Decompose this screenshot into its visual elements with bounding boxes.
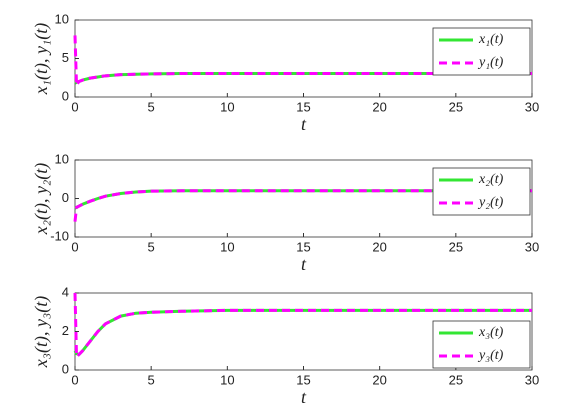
x-axis-label: t: [301, 114, 307, 134]
y-axis-label: x₁(t), y₁(t): [31, 23, 52, 95]
series-line: [73, 35, 532, 91]
x-tick-label: 20: [372, 239, 386, 254]
x-tick-label: 5: [148, 239, 155, 254]
y-tick-label: -10: [50, 228, 69, 243]
x-axis-label: t: [301, 387, 307, 407]
x-tick-label: 30: [525, 99, 539, 114]
legend-box: [432, 167, 531, 216]
x-axis-label: t: [301, 254, 307, 274]
x-tick-label: 15: [296, 239, 310, 254]
x-tick-label: 25: [449, 372, 463, 387]
legend-label: y₂(t): [477, 195, 504, 210]
x-tick-label: 15: [296, 372, 310, 387]
legend-box: [432, 27, 531, 76]
legend-label: x₁(t): [478, 32, 504, 47]
x-tick-label: 30: [525, 239, 539, 254]
x-tick-label: 10: [220, 239, 234, 254]
x-tick-label: 15: [296, 99, 310, 114]
y-axis-label: x₃(t), y₃(t): [31, 296, 52, 368]
x-tick-label: 25: [449, 99, 463, 114]
y-tick-label: 2: [62, 323, 69, 338]
x-tick-label: 5: [148, 372, 155, 387]
x-tick-label: 20: [372, 372, 386, 387]
series-line: [73, 189, 532, 222]
y-tick-label: 0: [62, 88, 69, 103]
legend-label: y₁(t): [477, 55, 504, 70]
x-tick-label: 10: [220, 99, 234, 114]
x-tick-label: 25: [449, 239, 463, 254]
x-tick-label: 10: [220, 372, 234, 387]
x-tick-label: 0: [71, 99, 78, 114]
y-tick-label: 10: [55, 151, 69, 166]
legend-box: [432, 320, 531, 369]
y-tick-label: 4: [62, 284, 69, 299]
y-axis-label: x₂(t), y₂(t): [31, 163, 52, 235]
x-tick-label: 30: [525, 372, 539, 387]
y-tick-label: 5: [62, 50, 69, 65]
series-line: [73, 292, 532, 360]
y-tick-label: 10: [55, 11, 69, 26]
x-tick-label: 20: [372, 99, 386, 114]
x-tick-label: 5: [148, 99, 155, 114]
legend-label: x₂(t): [478, 172, 504, 187]
legend-label: x₃(t): [478, 325, 504, 340]
y-tick-label: 0: [62, 361, 69, 376]
legend-label: y₃(t): [477, 348, 504, 363]
x-tick-label: 0: [71, 239, 78, 254]
y-tick-label: 0: [62, 190, 69, 205]
x-tick-label: 0: [71, 372, 78, 387]
